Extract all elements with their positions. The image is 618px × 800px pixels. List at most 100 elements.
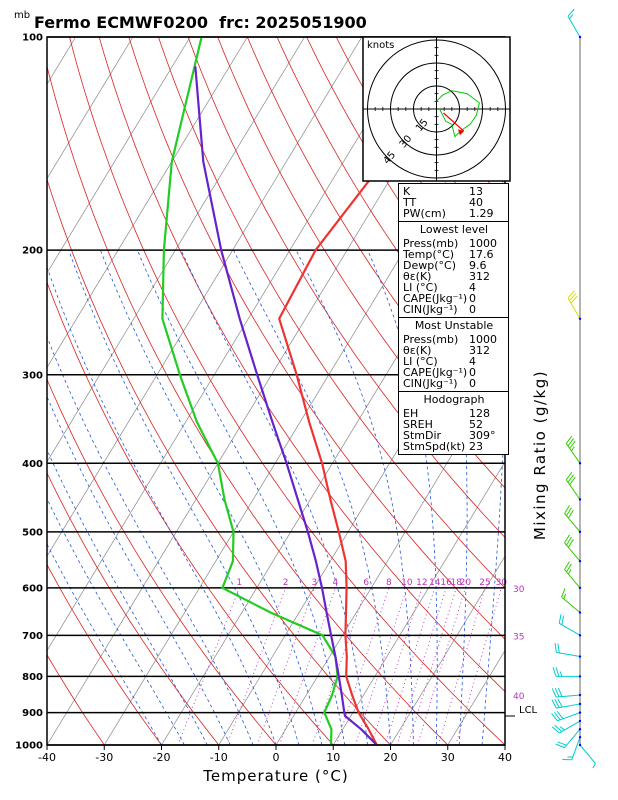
index-row: LI (°C) 4 xyxy=(403,282,505,293)
index-label: TT xyxy=(403,196,417,209)
pressure-tick-label: 800 xyxy=(22,672,43,683)
mixing-ratio-label: 1 xyxy=(236,578,242,588)
isotherm-line xyxy=(161,177,505,745)
dry-adiabat-lines xyxy=(47,37,618,745)
wind-barb-staff xyxy=(564,728,581,748)
index-label: CIN(Jkg⁻¹) xyxy=(403,303,458,316)
wind-barb-flag xyxy=(563,593,567,600)
isotherm-line xyxy=(47,37,420,652)
index-value: 1.29 xyxy=(469,207,494,220)
index-value: 4 xyxy=(469,281,476,294)
dry-adiabat-line xyxy=(514,37,618,745)
pressure-tick-label: 200 xyxy=(22,246,43,257)
isotherm-line xyxy=(332,461,505,745)
lcl-label: LCL xyxy=(519,705,538,716)
index-row: Dewp(°C) 9.6 xyxy=(403,260,505,271)
wind-barb xyxy=(552,667,582,678)
wind-barb xyxy=(555,728,582,749)
wind-barb-dot xyxy=(578,728,582,731)
dry-adiabat-line xyxy=(276,37,505,392)
wind-barb-flag xyxy=(567,569,572,575)
index-label: Temp(°C) xyxy=(403,248,455,261)
y-axis-label: Mixing Ratio (g/kg) xyxy=(531,370,549,540)
dry-adiabat-line xyxy=(544,37,618,745)
wind-barb-flag xyxy=(561,615,565,625)
pressure-tick-label: 900 xyxy=(22,708,43,719)
mixing-ratio-line xyxy=(384,587,436,745)
mixing-ratio-label: 18 xyxy=(451,578,463,588)
wind-barb-flag xyxy=(568,509,574,519)
mixing-ratio-label: 10 xyxy=(401,578,413,588)
index-value: 1000 xyxy=(469,237,497,250)
moist-adiabat-line xyxy=(100,249,323,745)
moist-adiabat-line xyxy=(180,249,368,745)
dry-adiabat-line xyxy=(47,281,334,745)
wind-barb-flag xyxy=(567,290,575,299)
lowest-level-header: Lowest level xyxy=(419,223,489,236)
hodograph-block: Hodograph EH 128 SREH 52 StmDir 309° StmSpd(kt… xyxy=(398,391,509,455)
mixing-ratio-line xyxy=(407,587,457,745)
wind-barb-flag xyxy=(554,724,563,732)
dry-adiabat-line xyxy=(47,472,220,745)
index-row: StmDir 309° xyxy=(403,430,505,441)
wind-barb-dot xyxy=(578,462,582,465)
wind-barb-dot xyxy=(578,719,582,723)
pressure-tick-label: 1000 xyxy=(15,741,43,752)
wind-barb-flag xyxy=(551,699,557,709)
wind-barb-dot xyxy=(578,702,582,706)
wind-barb-flag xyxy=(570,446,575,452)
mixing-ratio-label: 4 xyxy=(333,578,339,588)
parcel-profile xyxy=(194,66,378,745)
wind-barb-flag xyxy=(565,435,573,444)
hodograph-unit-label: knots xyxy=(367,40,394,51)
wind-barb xyxy=(567,290,582,320)
wind-barb-flag xyxy=(566,536,572,546)
wind-barb-dot xyxy=(578,530,582,534)
index-value: 0 xyxy=(469,292,476,305)
dewpoint-profile xyxy=(161,37,339,745)
wind-barb-flag xyxy=(564,534,570,544)
x-tick-label: -20 xyxy=(153,751,171,764)
wind-barb-flag xyxy=(561,588,566,598)
wind-barb-flag xyxy=(551,713,558,722)
wind-barb-staff xyxy=(561,596,581,613)
wind-barb-staff xyxy=(571,737,581,760)
isotherm-line xyxy=(47,37,363,557)
wind-barb-dot xyxy=(578,743,582,747)
index-value: 23 xyxy=(469,440,483,453)
wind-barb xyxy=(565,435,582,465)
wind-barb-flag xyxy=(564,505,570,514)
dry-adiabat-line xyxy=(98,37,505,693)
pressure-tick-label: 500 xyxy=(22,527,43,538)
wind-barb xyxy=(565,471,582,501)
index-value: 52 xyxy=(469,418,483,431)
mixing-ratio-line xyxy=(256,587,315,745)
index-value: 312 xyxy=(469,344,490,357)
index-value: 0 xyxy=(469,366,476,379)
index-label: SREH xyxy=(403,418,433,431)
wind-barb-flag xyxy=(566,563,572,573)
wind-barb-flag xyxy=(554,642,557,653)
wind-barb xyxy=(558,613,582,637)
most-unstable-header: Most Unstable xyxy=(414,319,494,332)
wind-barb-dot xyxy=(578,736,582,739)
index-label: Press(mb) xyxy=(403,237,459,250)
wind-barb xyxy=(551,719,582,734)
wind-barb-staff xyxy=(558,622,581,636)
wind-barb-flag xyxy=(570,295,578,304)
wind-barb-flag xyxy=(559,726,565,731)
mixing-ratio-line xyxy=(370,587,423,745)
dry-adiabat-line xyxy=(47,378,277,745)
mixing-ratio-label: 8 xyxy=(386,578,392,588)
mixing-ratio-label: 12 xyxy=(416,578,427,588)
moist-adiabat-line xyxy=(295,249,414,745)
pressure-tick-label: 600 xyxy=(22,583,43,594)
wind-barb xyxy=(561,588,582,614)
wind-barb-flag xyxy=(557,643,560,653)
wind-barbs xyxy=(551,8,596,769)
mixing-ratio-label: 25 xyxy=(479,578,490,588)
index-row: CAPE(Jkg⁻¹) 0 xyxy=(403,367,505,378)
wind-barb xyxy=(551,698,582,709)
